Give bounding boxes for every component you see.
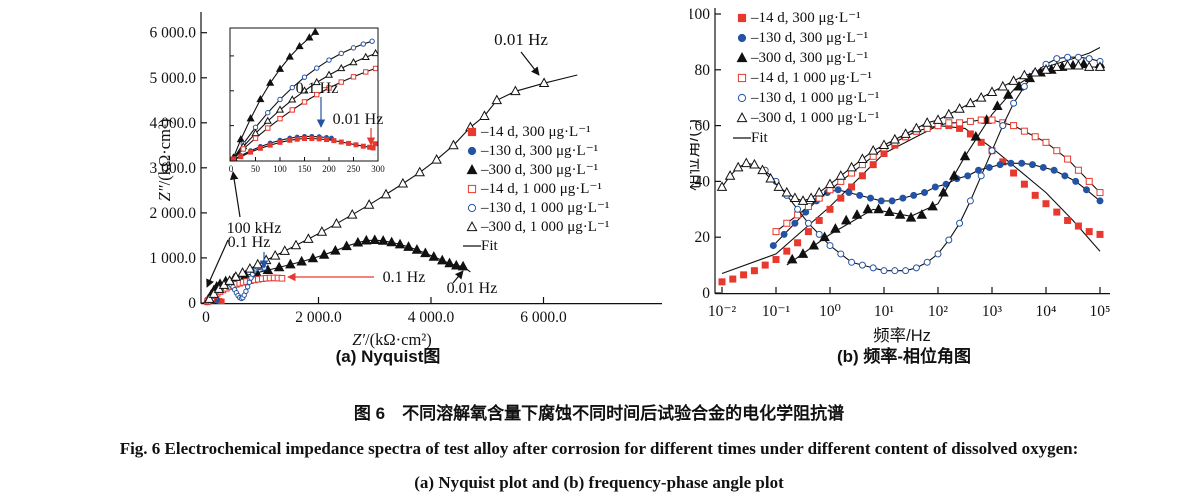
svg-text:80: 80 [695,62,711,79]
svg-text:2 000.0: 2 000.0 [295,309,342,326]
svg-text:Z′/(kΩ·cm²): Z′/(kΩ·cm²) [352,330,431,349]
series-300d-1000 [716,59,1106,205]
svg-text:0.1 Hz: 0.1 Hz [383,269,426,286]
svg-text:–300 d, 300 μg·L⁻¹: –300 d, 300 μg·L⁻¹ [750,50,868,66]
svg-text:3 000.0: 3 000.0 [150,160,197,177]
subtitle-a: (a) Nyquist图 [336,347,441,366]
svg-text:10²: 10² [928,303,949,320]
svg-text:10³: 10³ [982,303,1003,320]
svg-text:5 000.0: 5 000.0 [150,70,197,87]
svg-text:–14 d, 1 000 μg·L⁻¹: –14 d, 1 000 μg·L⁻¹ [750,70,872,86]
svg-text:6 000.0: 6 000.0 [150,25,197,42]
svg-text:0.1 Hz: 0.1 Hz [228,234,271,251]
svg-text:相位角/(°): 相位角/(°) [690,119,702,191]
svg-text:–14 d, 300 μg·L⁻¹: –14 d, 300 μg·L⁻¹ [480,124,591,140]
svg-text:50: 50 [251,164,261,174]
svg-text:10⁴: 10⁴ [1036,303,1057,320]
svg-text:–14 d, 1 000 μg·L⁻¹: –14 d, 1 000 μg·L⁻¹ [480,181,602,197]
svg-text:–300 d, 300 μg·L⁻¹: –300 d, 300 μg·L⁻¹ [480,162,598,178]
series-square [230,65,378,161]
svg-text:–300 d, 1 000 μg·L⁻¹: –300 d, 1 000 μg·L⁻¹ [480,219,609,235]
bode-series [716,47,1106,286]
bode-axes: 10⁻² 10⁻¹ 10⁰ 10¹ 10² 10³ 10⁴ 10⁵ 0 20 40 60 80 100 [690,6,1110,320]
series-14d-300 [718,122,1104,286]
svg-text:40: 40 [695,173,711,190]
svg-text:1 000.0: 1 000.0 [150,250,197,267]
nyquist-inset: 0 50 100 150 200 250 300 [229,27,385,174]
svg-text:20: 20 [695,229,711,246]
svg-text:0: 0 [229,164,234,174]
series-300d-1000 [204,77,550,303]
svg-text:0: 0 [702,285,710,302]
caption-english-sub: (a) Nyquist plot and (b) frequency-phase… [414,473,784,492]
svg-text:0.01 Hz: 0.01 Hz [494,30,548,49]
svg-text:10¹: 10¹ [874,303,895,320]
svg-text:10⁻²: 10⁻² [708,303,737,320]
svg-text:200: 200 [322,164,336,174]
svg-text:100 kHz: 100 kHz [227,220,282,237]
svg-text:100: 100 [690,6,710,23]
nyquist-axes: 0 2 000.0 4 000.0 6 000.0 0 1 000.0 2 000.0 3 0… [150,12,662,326]
svg-text:–300 d, 1 000 μg·L⁻¹: –300 d, 1 000 μg·L⁻¹ [750,110,879,126]
inset-series [230,28,378,161]
svg-text:2 000.0: 2 000.0 [150,205,197,222]
svg-text:150: 150 [298,164,312,174]
caption-english: Fig. 6 Electrochemical impedance spectra… [119,439,1079,458]
svg-text:0.1 Hz: 0.1 Hz [296,80,339,97]
svg-text:–130 d, 300 μg·L⁻¹: –130 d, 300 μg·L⁻¹ [750,30,868,46]
subtitle-b: (b) 频率-相位角图 [837,346,971,366]
svg-text:0: 0 [202,309,210,326]
bode-phase-plot: 10⁻² 10⁻¹ 10⁰ 10¹ 10² 10³ 10⁴ 10⁵ 0 20 40 60 80 100 频率… [690,6,1110,366]
svg-text:–130 d, 1 000 μg·L⁻¹: –130 d, 1 000 μg·L⁻¹ [750,90,879,106]
svg-text:100: 100 [273,164,287,174]
legend: –14 d, 300 μg·L⁻¹ –130 d, 300 μg·L⁻¹ –300 … [463,124,609,254]
svg-text:10⁻¹: 10⁻¹ [762,303,791,320]
caption-chinese: 图 6 不同溶解氧含量下腐蚀不同时间后试验合金的电化学阻抗谱 [353,404,845,423]
svg-text:250: 250 [347,164,361,174]
series-triangle [230,28,320,161]
svg-text:10⁵: 10⁵ [1090,303,1111,320]
svg-text:–130 d, 300 μg·L⁻¹: –130 d, 300 μg·L⁻¹ [480,143,598,159]
svg-text:频率/Hz: 频率/Hz [873,326,931,345]
series-130d-300 [769,159,1104,250]
svg-text:0: 0 [188,295,196,312]
svg-text:60: 60 [695,118,711,135]
svg-text:–130 d, 1 000 μg·L⁻¹: –130 d, 1 000 μg·L⁻¹ [480,200,609,216]
nyquist-plot: 0 2 000.0 4 000.0 6 000.0 0 1 000.0 2 000.0 3 0… [150,12,662,366]
svg-text:Fit: Fit [751,130,769,146]
figure-captions: 图 6 不同溶解氧含量下腐蚀不同时间后试验合金的电化学阻抗谱 Fig. 6 El… [0,390,1198,493]
svg-text:–14 d, 300 μg·L⁻¹: –14 d, 300 μg·L⁻¹ [750,10,861,26]
svg-text:Z″/(kΩ·cm²): Z″/(kΩ·cm²) [155,119,174,202]
svg-text:4 000.0: 4 000.0 [408,309,455,326]
svg-text:0.01 Hz: 0.01 Hz [447,280,498,297]
legend: –14 d, 300 μg·L⁻¹ –130 d, 300 μg·L⁻¹ –300 … [733,10,879,146]
svg-text:6 000.0: 6 000.0 [520,309,567,326]
svg-text:Fit: Fit [481,238,499,254]
svg-text:0.01 Hz: 0.01 Hz [333,111,384,128]
svg-text:10⁰: 10⁰ [819,303,841,320]
svg-text:4 000.0: 4 000.0 [150,115,197,132]
svg-text:300: 300 [371,164,385,174]
nyquist-series [203,74,578,306]
